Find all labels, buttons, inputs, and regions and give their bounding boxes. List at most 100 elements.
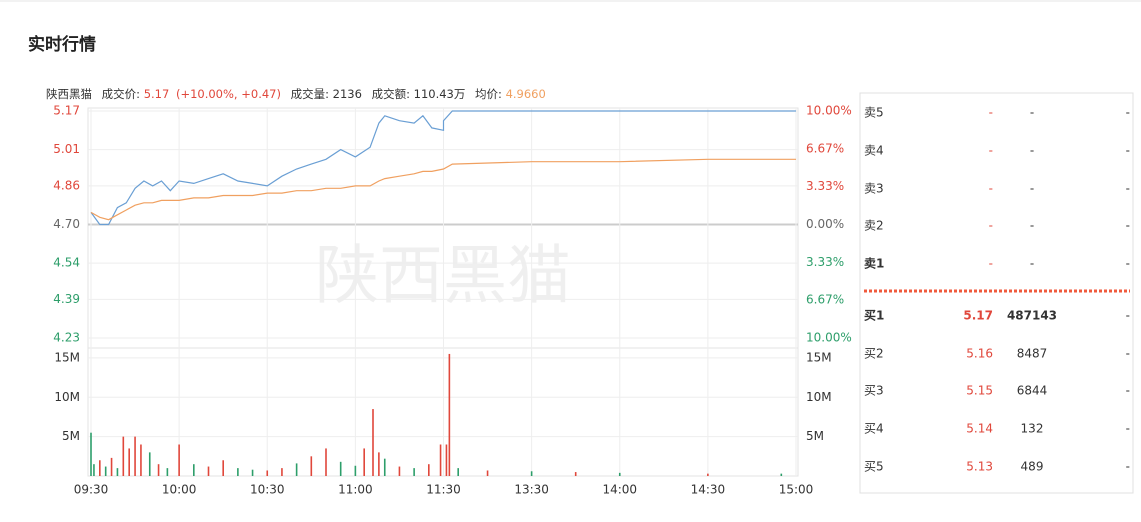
y2-tick-label: 10.00% (806, 331, 852, 345)
book-volume: 487143 (1007, 309, 1057, 323)
book-change: - (1126, 182, 1130, 196)
book-change: - (1126, 106, 1130, 120)
x-tick-label: 13:30 (514, 483, 549, 497)
book-label: 买5 (864, 460, 884, 474)
volume-bar (530, 471, 533, 476)
volume-bar (251, 469, 254, 476)
volume-bar (157, 464, 160, 476)
book-label: 买4 (864, 422, 884, 436)
volume-bar (339, 461, 342, 476)
x-tick-label: 14:00 (602, 483, 637, 497)
y-tick-label: 15M (54, 350, 80, 364)
book-change: - (1126, 347, 1130, 361)
book-change: - (1126, 257, 1130, 271)
volume-bar (104, 466, 107, 476)
volume-bar (445, 444, 448, 476)
x-tick-label: 10:00 (162, 483, 197, 497)
book-change: - (1126, 309, 1130, 323)
book-price: - (989, 219, 993, 233)
y-tick-label: 10M (54, 390, 80, 404)
volume-bar (780, 473, 783, 476)
volume-bar (383, 458, 386, 476)
y2-tick-label: 3.33% (806, 255, 844, 269)
book-price: 5.14 (966, 422, 993, 436)
volume-bar (99, 460, 101, 476)
price: 5.17 (144, 87, 170, 101)
book-price: 5.17 (963, 309, 993, 323)
x-tick-label: 15:00 (779, 483, 814, 497)
volume-bar (93, 464, 95, 476)
volume-bar (295, 463, 298, 476)
y-tick-label: 4.70 (53, 217, 80, 231)
volume-bar (148, 452, 151, 476)
volume-bar (237, 468, 239, 476)
price-line (90, 158, 796, 221)
volume-bar (266, 470, 269, 476)
y-tick-label: 4.39 (53, 292, 80, 306)
volume-bar (140, 444, 142, 476)
section-title: 实时行情 (28, 34, 96, 55)
volume-bar (486, 470, 489, 476)
volume-bar (618, 472, 621, 476)
avg-price: 4.9660 (506, 87, 546, 101)
book-volume: 6844 (1017, 384, 1048, 398)
volume-label: 成交量: (291, 87, 329, 101)
volume-bar (178, 444, 180, 476)
book-label: 卖5 (864, 106, 884, 120)
book-price: - (989, 182, 993, 196)
price-label: 成交价: (102, 87, 140, 101)
volume-bar (354, 465, 357, 476)
book-volume: 8487 (1017, 347, 1048, 361)
book-volume: - (1030, 106, 1034, 120)
book-label: 卖1 (864, 256, 884, 271)
y2-tick-label: 5M (806, 429, 824, 443)
book-price: - (989, 106, 993, 120)
amount-label: 成交额: (372, 87, 410, 101)
price-change: (+10.00%, +0.47) (176, 87, 281, 101)
volume-bar (457, 468, 459, 476)
volume-bar (222, 460, 224, 476)
volume-bar (325, 448, 327, 476)
y-tick-label: 5.01 (53, 142, 80, 156)
volume-bar (448, 353, 451, 476)
book-volume: 489 (1021, 460, 1044, 474)
volume-bar (128, 448, 130, 476)
y2-tick-label: 6.67% (806, 141, 844, 155)
volume-bar (90, 432, 92, 476)
x-tick-label: 14:30 (691, 483, 726, 497)
y-tick-label: 5.17 (53, 104, 80, 118)
y-tick-label: 4.23 (53, 331, 80, 345)
y2-tick-label: 15M (806, 350, 832, 364)
volume-bar (122, 436, 125, 476)
book-label: 卖4 (864, 144, 884, 158)
y2-tick-label: 6.67% (806, 293, 844, 307)
price-line (90, 110, 796, 226)
book-volume: - (1030, 144, 1034, 158)
book-price: - (989, 144, 993, 158)
volume-bar (166, 468, 169, 476)
book-label: 买2 (864, 347, 884, 361)
book-label: 买1 (864, 309, 884, 323)
x-tick-label: 09:30 (74, 483, 109, 497)
book-label: 卖2 (864, 219, 884, 233)
volume-bar (378, 452, 380, 476)
y-tick-label: 5M (62, 429, 80, 443)
avg-label: 均价: (475, 87, 502, 101)
book-volume: - (1030, 219, 1034, 233)
book-change: - (1126, 219, 1130, 233)
x-tick-label: 11:00 (338, 483, 373, 497)
book-change: - (1126, 460, 1130, 474)
book-price: 5.15 (966, 384, 993, 398)
volume-bar (413, 468, 415, 476)
stock-name: 陕西黑猫 (46, 87, 92, 101)
x-tick-label: 11:30 (426, 483, 461, 497)
book-volume: - (1030, 257, 1034, 271)
y-tick-label: 4.86 (53, 178, 80, 192)
volume-bar (363, 448, 365, 476)
volume-bar (398, 466, 401, 476)
volume-bar (116, 468, 119, 476)
book-label: 买3 (864, 384, 884, 398)
volume-bar (372, 409, 374, 476)
order-book-frame (859, 92, 1134, 494)
